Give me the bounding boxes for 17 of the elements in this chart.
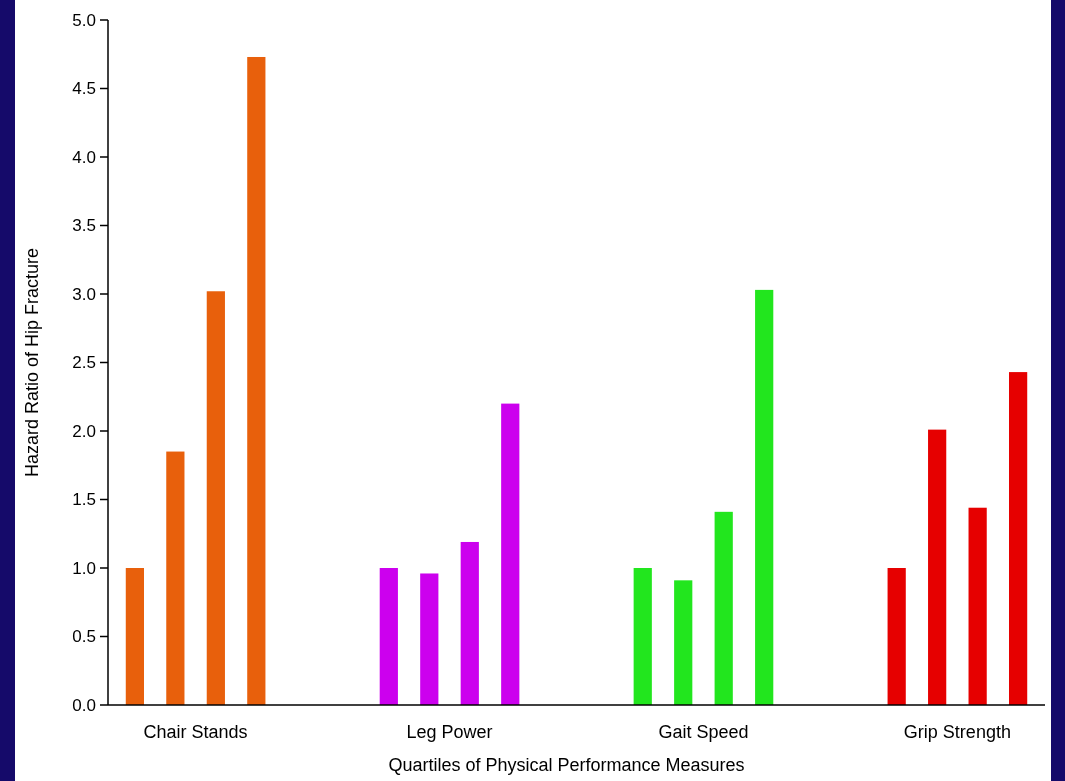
y-tick-label: 1.5 (72, 490, 96, 510)
y-tick-label: 1.0 (72, 558, 96, 578)
y-tick-label: 2.5 (72, 353, 96, 373)
x-tick-label: Leg Power (406, 722, 493, 742)
x-axis-title: Quartiles of Physical Performance Measures (388, 755, 745, 775)
y-tick-label: 0.5 (72, 627, 96, 647)
x-tick-label: Gait Speed (658, 722, 749, 742)
y-tick-label: 3.0 (72, 284, 96, 304)
y-tick-label: 3.5 (72, 216, 96, 236)
y-axis-title: Hazard Ratio of Hip Fracture (22, 247, 42, 478)
y-tick-label: 2.0 (72, 421, 96, 441)
x-tick-label: Chair Stands (143, 722, 248, 742)
y-tick-label: 0.0 (72, 695, 96, 715)
y-tick-label: 4.5 (72, 79, 96, 99)
y-tick-label: 5.0 (72, 10, 96, 30)
x-tick-label: Grip Strength (903, 722, 1011, 742)
y-tick-label: 4.0 (72, 147, 96, 167)
